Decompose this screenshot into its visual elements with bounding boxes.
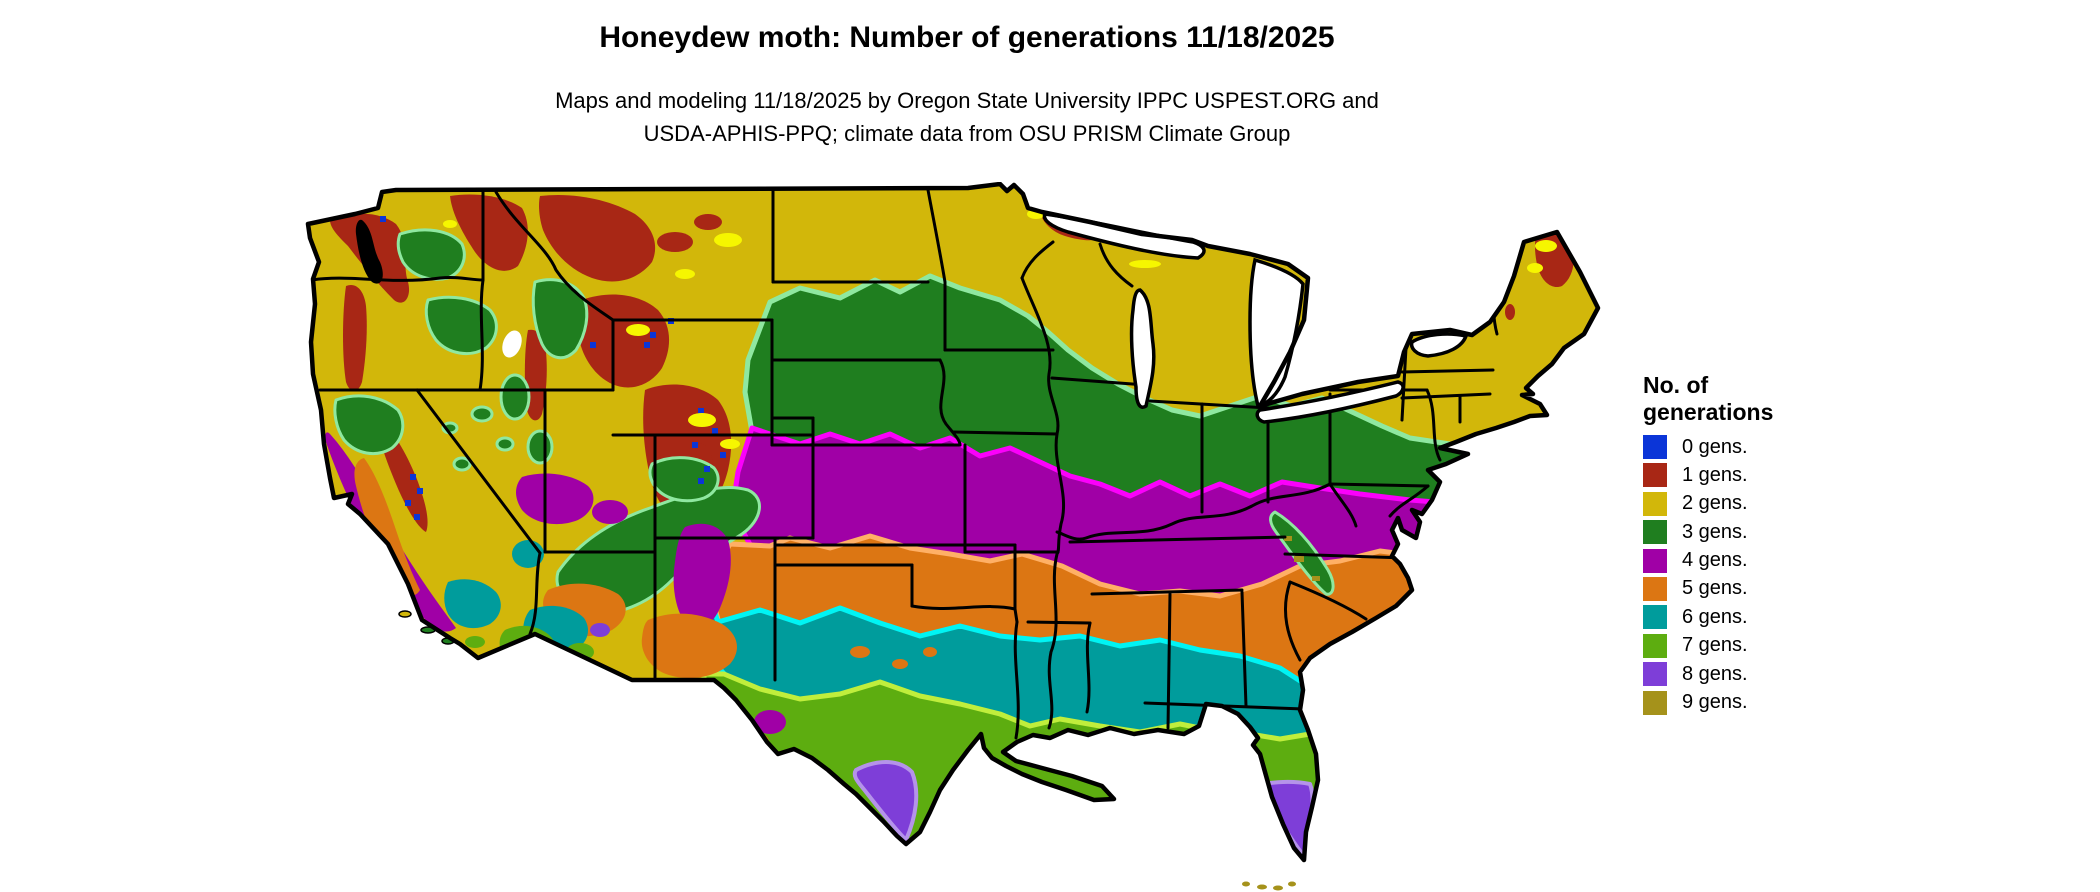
patches-5-gens-west — [354, 458, 937, 752]
subtitle-line-1: Maps and modeling 11/18/2025 by Oregon S… — [555, 88, 1379, 113]
legend-swatch-9-gens — [1643, 690, 1667, 715]
us-outline — [305, 182, 1601, 863]
olive-speck — [1294, 556, 1304, 562]
legend-label: 2 gens. — [1682, 492, 1748, 515]
patch-appalachian-ridge — [1269, 510, 1335, 596]
legend-swatch-8-gens — [1643, 662, 1667, 687]
patches-3-gens-west — [333, 228, 761, 615]
state-borders — [310, 188, 1499, 740]
page-title: Honeydew moth: Number of generations 11/… — [599, 21, 1335, 54]
legend-item: 3 gens. — [1643, 520, 1843, 545]
great-lakes — [1042, 212, 1469, 424]
olive-speck — [1312, 576, 1320, 581]
us-generations-map — [305, 182, 1601, 891]
legend-item: 7 gens. — [1643, 633, 1843, 658]
legend-label: 6 gens. — [1682, 605, 1748, 628]
channel-islands — [398, 610, 455, 645]
legend-swatch-2-gens — [1643, 491, 1667, 516]
subtitle-line-2: USDA-APHIS-PPQ; climate data from OSU PR… — [643, 121, 1291, 146]
legend-item: 4 gens. — [1643, 548, 1843, 573]
legend-item: 1 gens. — [1643, 463, 1843, 488]
lake-erie — [1255, 380, 1405, 424]
legend-label: 3 gens. — [1682, 520, 1748, 543]
legend-title: No. of generations — [1643, 372, 1843, 426]
legend-swatch-7-gens — [1643, 633, 1667, 658]
legend-label: 9 gens. — [1682, 691, 1748, 714]
legend-swatch-6-gens — [1643, 605, 1667, 630]
legend-item: 5 gens. — [1643, 576, 1843, 601]
florida-keys-dots — [1242, 881, 1296, 891]
patch-8-gens-texas — [852, 760, 919, 842]
legend-label: 7 gens. — [1682, 634, 1748, 657]
legend-swatch-1-gens — [1643, 463, 1667, 488]
great-salt-lake — [502, 330, 522, 358]
legend-swatch-4-gens — [1643, 548, 1667, 573]
legend-swatch-3-gens — [1643, 520, 1667, 545]
legend-item: 8 gens. — [1643, 662, 1843, 687]
legend-label: 1 gens. — [1682, 463, 1748, 486]
legend-item: 9 gens. — [1643, 690, 1843, 715]
legend-item: 2 gens. — [1643, 491, 1843, 516]
legend-label: 0 gens. — [1682, 435, 1748, 458]
lake-huron — [1248, 257, 1305, 409]
legend-item: 6 gens. — [1643, 605, 1843, 630]
legend-item: 0 gens. — [1643, 435, 1843, 459]
legend-swatch-5-gens — [1643, 576, 1667, 601]
olive-speck — [1284, 536, 1292, 541]
puget-sound — [355, 219, 383, 284]
legend-label: 5 gens. — [1682, 577, 1748, 600]
header: Honeydew moth: Number of generations 11/… — [0, 20, 1934, 150]
legend: No. of generations 0 gens. 1 gens. 2 gen… — [1643, 372, 1843, 719]
lake-ontario — [1409, 332, 1469, 358]
subtitle: Maps and modeling 11/18/2025 by Oregon S… — [0, 84, 1934, 150]
legend-title-line-1: No. of — [1643, 372, 1709, 398]
legend-title-line-2: generations — [1643, 399, 1774, 425]
legend-swatch-0-gens — [1643, 435, 1667, 459]
legend-label: 4 gens. — [1682, 549, 1748, 572]
patches-1-gen — [330, 194, 1574, 532]
legend-label: 8 gens. — [1682, 662, 1748, 685]
lake-michigan — [1129, 288, 1156, 409]
